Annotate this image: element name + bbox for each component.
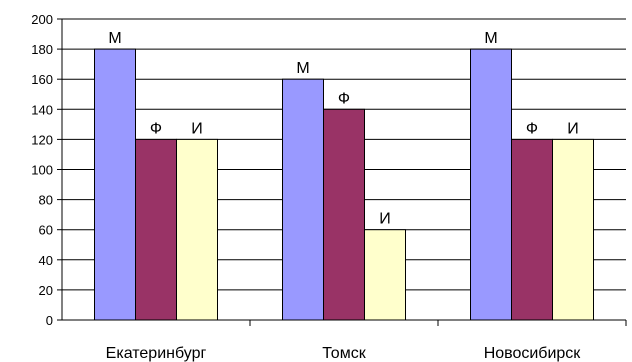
bar [323,108,365,321]
y-tick-label: 180 [31,42,53,57]
bar [511,138,553,321]
bar [94,48,136,321]
data-label: И [379,211,391,228]
y-tick-label: 0 [46,313,53,328]
x-category-label: Томск [322,345,366,362]
bar [282,78,324,321]
x-category-labels: Екатеринбург Томск Новосибирск [106,345,582,362]
y-tick-label: 100 [31,163,53,178]
bar [176,138,218,321]
data-label: Ф [150,120,162,137]
data-label: Ф [338,90,350,107]
data-labels: М Ф И М Ф И М Ф И [108,30,578,228]
y-tick-label: 200 [31,12,53,27]
bar [364,229,406,321]
y-tick-label: 160 [31,72,53,87]
y-tick-label: 20 [39,283,53,298]
data-label: Ф [526,120,538,137]
x-category-label: Новосибирск [484,345,582,362]
data-label: М [484,30,497,47]
bar [135,138,177,321]
y-tick-label: 120 [31,132,53,147]
data-label: И [191,120,203,137]
y-tick-label: 40 [39,253,53,268]
x-category-label: Екатеринбург [106,345,207,362]
data-label: М [296,60,309,77]
y-tick-label: 140 [31,102,53,117]
y-tick-label: 60 [39,223,53,238]
y-tick-label: 80 [39,193,53,208]
data-label: И [567,120,579,137]
y-tick-labels: 0 20 40 60 80 100 120 140 160 180 200 [31,12,53,328]
data-label: М [108,30,121,47]
axes [57,18,627,326]
bar [470,48,512,321]
bar [552,138,594,321]
